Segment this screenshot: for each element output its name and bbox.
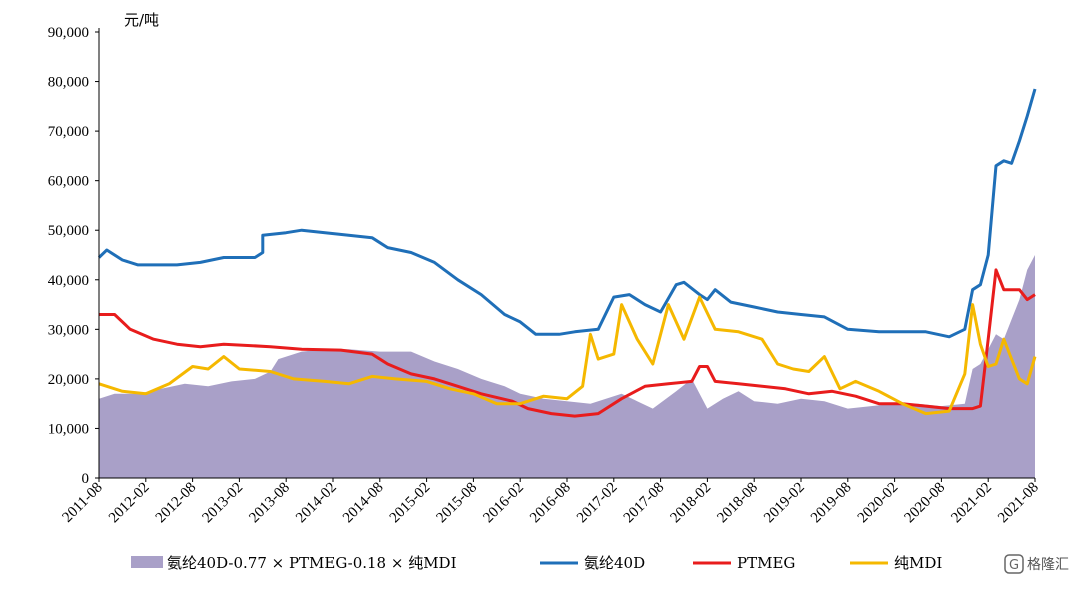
y-tick-label: 70,000 [48, 124, 89, 140]
x-tick-label: 2014-02 [293, 480, 340, 527]
svg-text:G: G [1009, 558, 1019, 573]
y-tick-label: 40,000 [48, 273, 89, 289]
y-tick-label: 30,000 [48, 322, 89, 338]
x-tick-label: 2012-08 [153, 480, 200, 527]
x-tick-label: 2019-02 [761, 480, 808, 527]
y-axis-unit-label: 元/吨 [124, 11, 159, 29]
y-tick-label: 90,000 [48, 25, 89, 41]
x-tick-label: 2018-02 [668, 480, 715, 527]
x-tick-label: 2017-08 [621, 480, 668, 527]
watermark-text: 格隆汇 [1027, 557, 1069, 573]
x-tick-label: 2016-02 [480, 480, 527, 527]
y-tick-label: 50,000 [48, 223, 89, 239]
x-tick-label: 2015-08 [434, 480, 481, 527]
area-layer [99, 255, 1035, 478]
series-line-1 [97, 88, 1037, 339]
legend: 氨纶40D-0.77 × PTMEG-0.18 × 纯MDI 氨纶40D PTMEG… [131, 554, 942, 572]
x-tick-label: 2013-02 [200, 480, 247, 527]
x-tick-label: 2014-08 [340, 480, 387, 527]
watermark: G 格隆汇 [1004, 554, 1069, 574]
x-tick-label: 2021-08 [995, 480, 1042, 527]
x-tick-label: 2019-08 [808, 480, 855, 527]
legend-entry-label: 纯MDI [894, 554, 942, 572]
x-tick-label: 2020-08 [902, 480, 949, 527]
y-tick-label: 80,000 [48, 75, 89, 91]
x-tick-label: 2018-08 [714, 480, 761, 527]
x-tick-label: 2012-02 [106, 480, 153, 527]
x-tick-label: 2020-02 [855, 480, 902, 527]
line-layer [97, 88, 1037, 418]
legend-entry-label: 氨纶40D [584, 554, 645, 572]
x-tick-label: 2016-08 [527, 480, 574, 527]
series-area-0 [99, 255, 1035, 478]
legend-entry-label: 氨纶40D-0.77 × PTMEG-0.18 × 纯MDI [167, 554, 457, 572]
y-tick-label: 10,000 [48, 421, 89, 437]
x-tick-label: 2013-08 [246, 480, 293, 527]
legend-swatch-area [131, 556, 163, 568]
y-tick-label: 60,000 [48, 174, 89, 190]
y-tick-label: 0 [82, 471, 90, 487]
x-tick-label: 2015-02 [387, 480, 434, 527]
x-tick-label: 2017-02 [574, 480, 621, 527]
y-tick-label: 20,000 [48, 372, 89, 388]
x-tick-label: 2021-02 [948, 480, 995, 527]
series-line-2 [99, 268, 1036, 418]
series-line-3 [98, 295, 1037, 416]
legend-entry-label: PTMEG [737, 554, 795, 572]
g-logo-icon: G [1004, 554, 1024, 574]
